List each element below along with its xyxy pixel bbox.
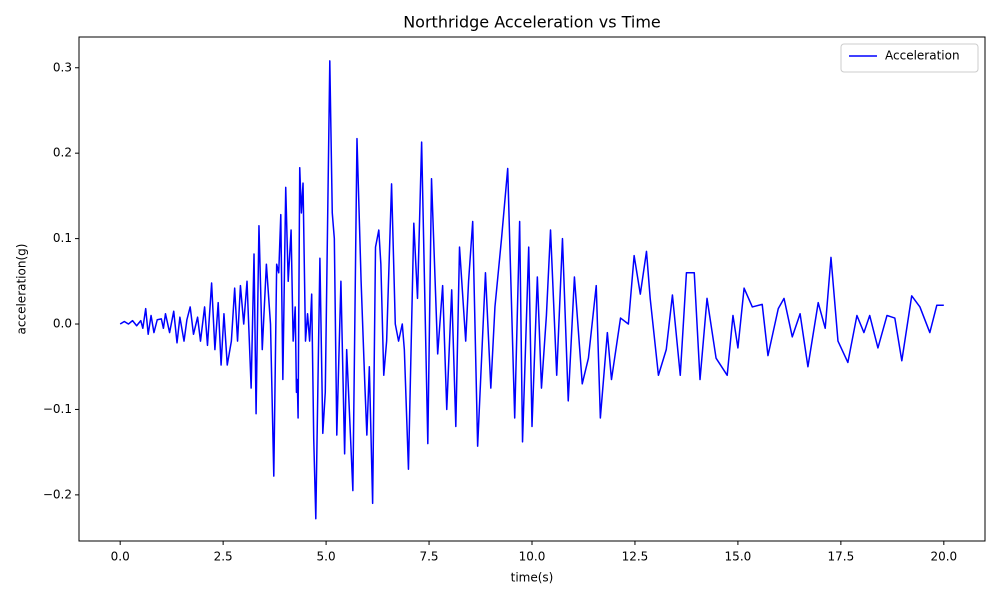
legend-label: Acceleration	[885, 49, 960, 63]
x-tick-label: 0.0	[111, 550, 130, 564]
x-axis-label: time(s)	[511, 571, 554, 585]
x-tick-label: 12.5	[622, 550, 649, 564]
x-tick-label: 7.5	[419, 550, 438, 564]
plot-frame	[78, 36, 986, 542]
y-tick-label: 0.1	[53, 231, 72, 245]
x-tick-label: 5.0	[317, 550, 336, 564]
y-tick-label: −0.1	[43, 402, 72, 416]
data-line	[119, 60, 944, 520]
x-tick-label: 20.0	[930, 550, 957, 564]
x-tick-label: 10.0	[519, 550, 546, 564]
y-tick-label: 0.0	[53, 317, 72, 331]
x-tick-label: 17.5	[828, 550, 855, 564]
x-tick-label: 2.5	[214, 550, 233, 564]
y-tick-label: −0.2	[43, 487, 72, 501]
y-tick-label: 0.2	[53, 146, 72, 160]
chart-title: Northridge Acceleration vs Time	[403, 13, 661, 32]
y-tick-label: 0.3	[53, 60, 72, 74]
x-tick-label: 15.0	[725, 550, 752, 564]
y-axis-label: acceleration(g)	[15, 244, 29, 335]
legend-box	[840, 43, 979, 73]
